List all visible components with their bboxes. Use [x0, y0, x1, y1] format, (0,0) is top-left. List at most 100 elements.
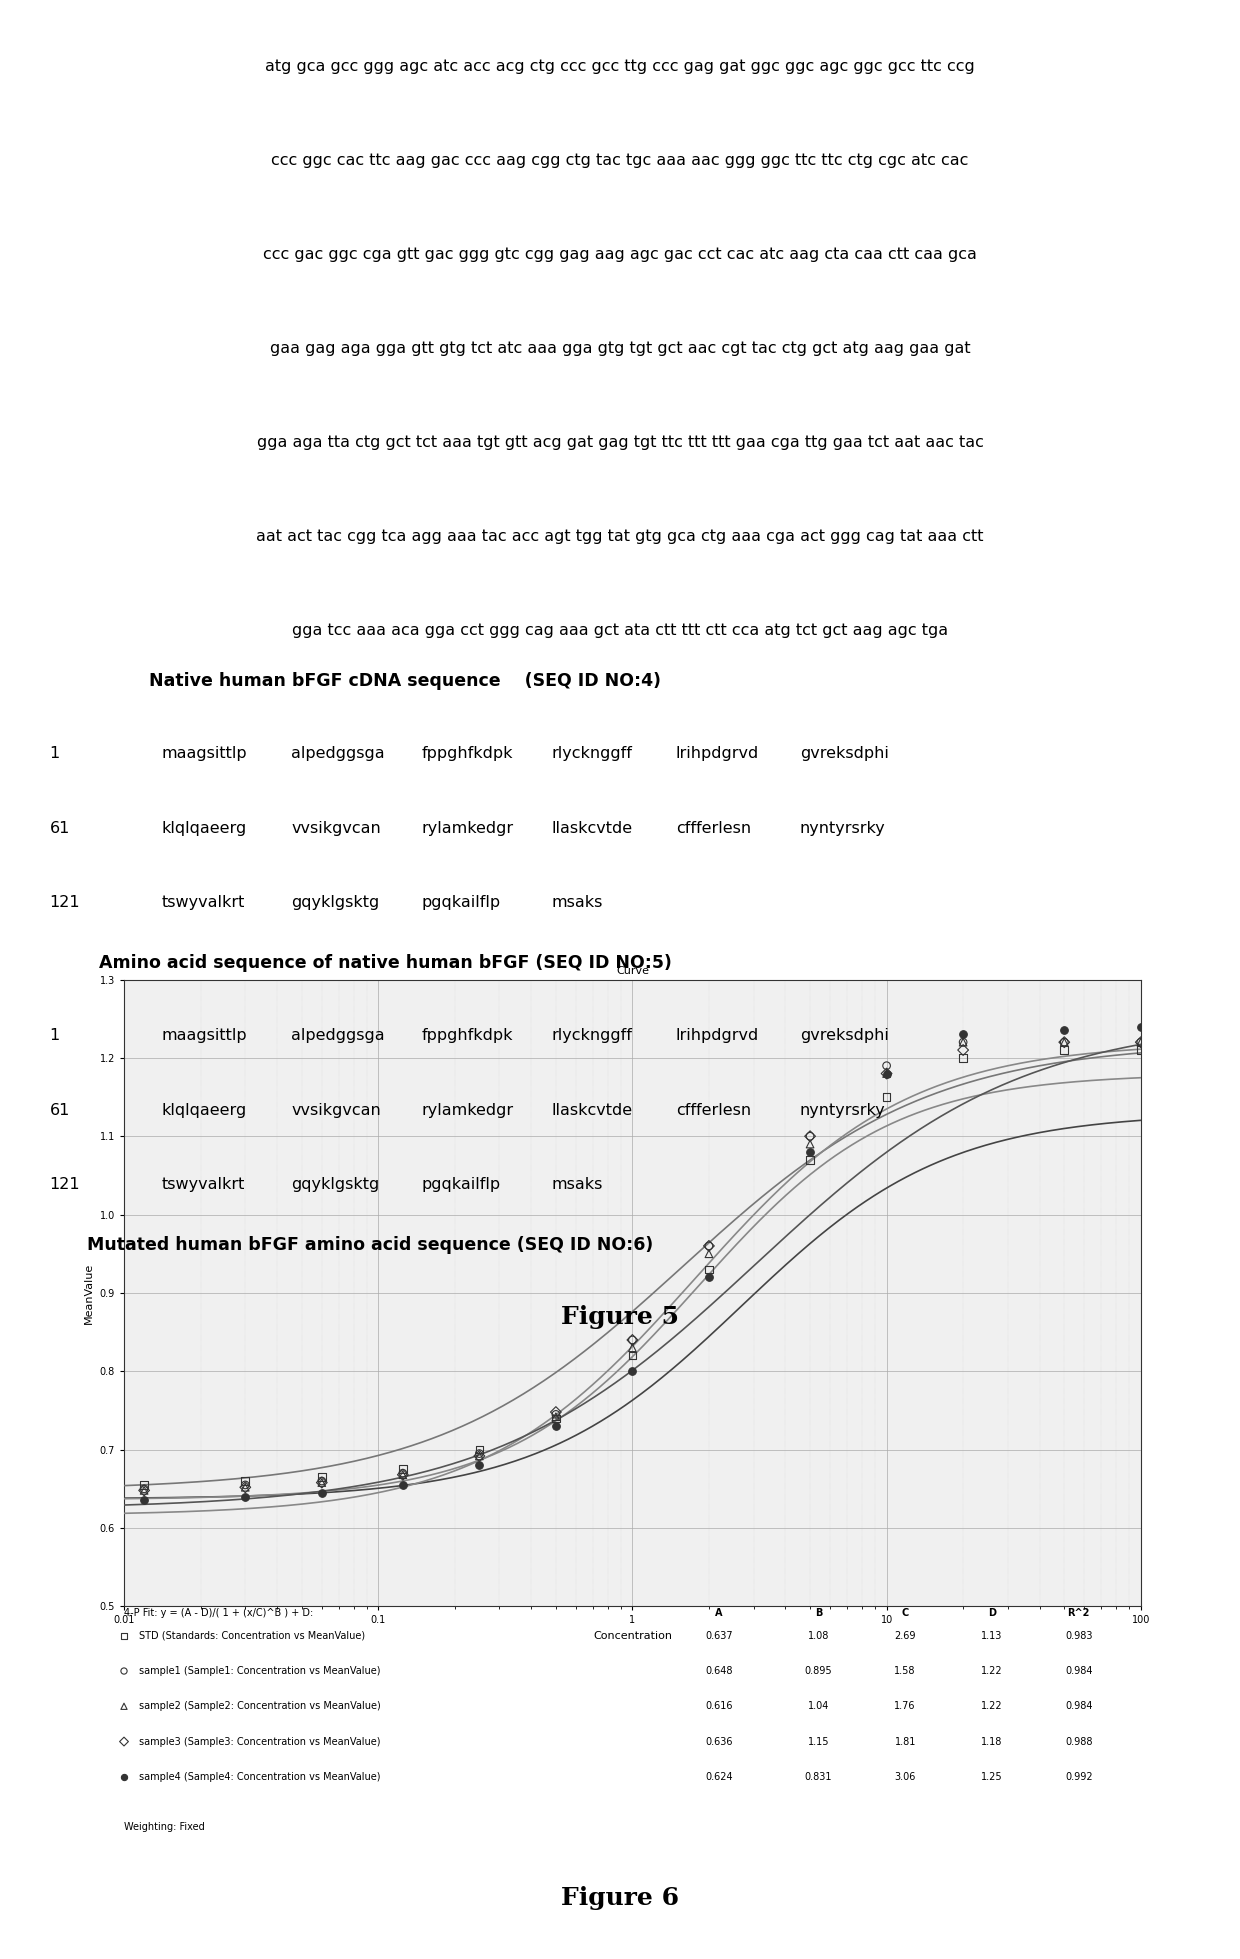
Text: 0.992: 0.992	[1065, 1771, 1092, 1783]
Point	[800, 1121, 820, 1152]
Text: 1.04: 1.04	[807, 1700, 830, 1712]
Text: pgqkailflp: pgqkailflp	[422, 1177, 501, 1193]
Text: fppghfkdpk: fppghfkdpk	[422, 746, 513, 762]
Point	[1131, 1034, 1151, 1066]
Text: sample4 (Sample4: Concentration vs MeanValue): sample4 (Sample4: Concentration vs MeanV…	[139, 1771, 381, 1783]
Text: 2.69: 2.69	[894, 1630, 916, 1642]
Point	[470, 1440, 490, 1471]
Text: 1.18: 1.18	[981, 1736, 1003, 1747]
Point	[954, 1027, 973, 1058]
Point	[312, 1467, 332, 1499]
Point	[622, 1340, 642, 1371]
Point	[877, 1058, 897, 1089]
Point	[954, 1042, 973, 1074]
Text: nyntyrsrky: nyntyrsrky	[800, 821, 885, 836]
Point	[114, 1620, 134, 1651]
Point	[134, 1475, 154, 1506]
Point	[1131, 1027, 1151, 1058]
Text: Figure 6: Figure 6	[560, 1887, 680, 1910]
Text: gqyklgsktg: gqyklgsktg	[291, 1177, 379, 1193]
Text: 0.988: 0.988	[1065, 1736, 1092, 1747]
Text: atg gca gcc ggg agc atc acc acg ctg ccc gcc ttg ccc gag gat ggc ggc agc ggc gcc : atg gca gcc ggg agc atc acc acg ctg ccc …	[265, 59, 975, 74]
Point	[1054, 1027, 1074, 1058]
Text: 1.58: 1.58	[894, 1665, 916, 1677]
Text: 61: 61	[50, 821, 69, 836]
Point	[393, 1459, 413, 1491]
Text: ccc ggc cac ttc aag gac ccc aag cgg ctg tac tgc aaa aac ggg ggc ttc ttc ctg cgc : ccc ggc cac ttc aag gac ccc aag cgg ctg …	[272, 153, 968, 168]
Point	[1054, 1027, 1074, 1058]
Point	[1054, 1015, 1074, 1046]
Text: rlycknggff: rlycknggff	[552, 1028, 632, 1044]
Point	[877, 1050, 897, 1081]
Text: rylamkedgr: rylamkedgr	[422, 1103, 513, 1119]
Text: Mutated human bFGF amino acid sequence (SEQ ID NO:6): Mutated human bFGF amino acid sequence (…	[87, 1236, 653, 1254]
Text: lrihpdgrvd: lrihpdgrvd	[676, 1028, 759, 1044]
Point	[114, 1655, 134, 1687]
Text: gvreksdphi: gvreksdphi	[800, 1028, 889, 1044]
Point	[954, 1034, 973, 1066]
Point	[699, 1230, 719, 1262]
Point	[1131, 1011, 1151, 1042]
Text: gaa gag aga gga gtt gtg tct atc aaa gga gtg tgt gct aac cgt tac ctg gct atg aag : gaa gag aga gga gtt gtg tct atc aaa gga …	[269, 341, 971, 357]
Text: 3.06: 3.06	[894, 1771, 916, 1783]
Point	[470, 1438, 490, 1469]
Text: 1.25: 1.25	[981, 1771, 1003, 1783]
Point	[800, 1144, 820, 1175]
Text: A: A	[715, 1608, 723, 1618]
Text: alpedggsga: alpedggsga	[291, 1028, 386, 1044]
X-axis label: Concentration: Concentration	[593, 1632, 672, 1642]
Point	[699, 1262, 719, 1293]
Text: 0.895: 0.895	[805, 1665, 832, 1677]
Text: sample2 (Sample2: Concentration vs MeanValue): sample2 (Sample2: Concentration vs MeanV…	[139, 1700, 381, 1712]
Text: vvsikgvcan: vvsikgvcan	[291, 821, 381, 836]
Y-axis label: MeanValue: MeanValue	[84, 1262, 94, 1324]
Point	[236, 1471, 255, 1503]
Point	[699, 1254, 719, 1285]
Text: aat act tac cgg tca agg aaa tac acc agt tgg tat gtg gca ctg aaa cga act ggg cag : aat act tac cgg tca agg aaa tac acc agt …	[257, 529, 983, 545]
Text: nyntyrsrky: nyntyrsrky	[800, 1103, 885, 1119]
Text: fppghfkdpk: fppghfkdpk	[422, 1028, 513, 1044]
Text: Amino acid sequence of native human bFGF (SEQ ID NO:5): Amino acid sequence of native human bFGF…	[99, 954, 672, 972]
Text: 1: 1	[50, 1028, 60, 1044]
Text: pgqkailflp: pgqkailflp	[422, 895, 501, 911]
Text: 0.983: 0.983	[1065, 1630, 1092, 1642]
Text: C: C	[901, 1608, 909, 1618]
Text: klqlqaeerg: klqlqaeerg	[161, 1103, 247, 1119]
Point	[800, 1128, 820, 1160]
Point	[877, 1058, 897, 1089]
Text: klqlqaeerg: klqlqaeerg	[161, 821, 247, 836]
Text: 1.13: 1.13	[981, 1630, 1003, 1642]
Point	[546, 1401, 565, 1432]
Point	[236, 1465, 255, 1497]
Point	[622, 1332, 642, 1363]
Text: alpedggsga: alpedggsga	[291, 746, 386, 762]
Text: sample1 (Sample1: Concentration vs MeanValue): sample1 (Sample1: Concentration vs MeanV…	[139, 1665, 381, 1677]
Point	[546, 1397, 565, 1428]
Text: 1.22: 1.22	[981, 1665, 1003, 1677]
Point	[954, 1027, 973, 1058]
Point	[800, 1136, 820, 1168]
Point	[312, 1467, 332, 1499]
Point	[134, 1473, 154, 1505]
Point	[877, 1081, 897, 1113]
Text: 0.637: 0.637	[706, 1630, 733, 1642]
Text: sample3 (Sample3: Concentration vs MeanValue): sample3 (Sample3: Concentration vs MeanV…	[139, 1736, 381, 1747]
Text: 1: 1	[50, 746, 60, 762]
Text: 0.636: 0.636	[706, 1736, 733, 1747]
Text: tswyvalkrt: tswyvalkrt	[161, 895, 244, 911]
Text: tswyvalkrt: tswyvalkrt	[161, 1177, 244, 1193]
Text: 121: 121	[50, 895, 81, 911]
Point	[1054, 1027, 1074, 1058]
Text: gga tcc aaa aca gga cct ggg cag aaa gct ata ctt ttt ctt cca atg tct gct aag agc : gga tcc aaa aca gga cct ggg cag aaa gct …	[291, 623, 949, 639]
Point	[546, 1399, 565, 1430]
Text: 1.22: 1.22	[981, 1700, 1003, 1712]
Text: 0.831: 0.831	[805, 1771, 832, 1783]
Point	[236, 1469, 255, 1501]
Text: Figure 5: Figure 5	[560, 1305, 680, 1328]
Point	[699, 1238, 719, 1269]
Text: 1.15: 1.15	[807, 1736, 830, 1747]
Point	[312, 1477, 332, 1508]
Text: 0.648: 0.648	[706, 1665, 733, 1677]
Point	[546, 1410, 565, 1442]
Point	[114, 1691, 134, 1722]
